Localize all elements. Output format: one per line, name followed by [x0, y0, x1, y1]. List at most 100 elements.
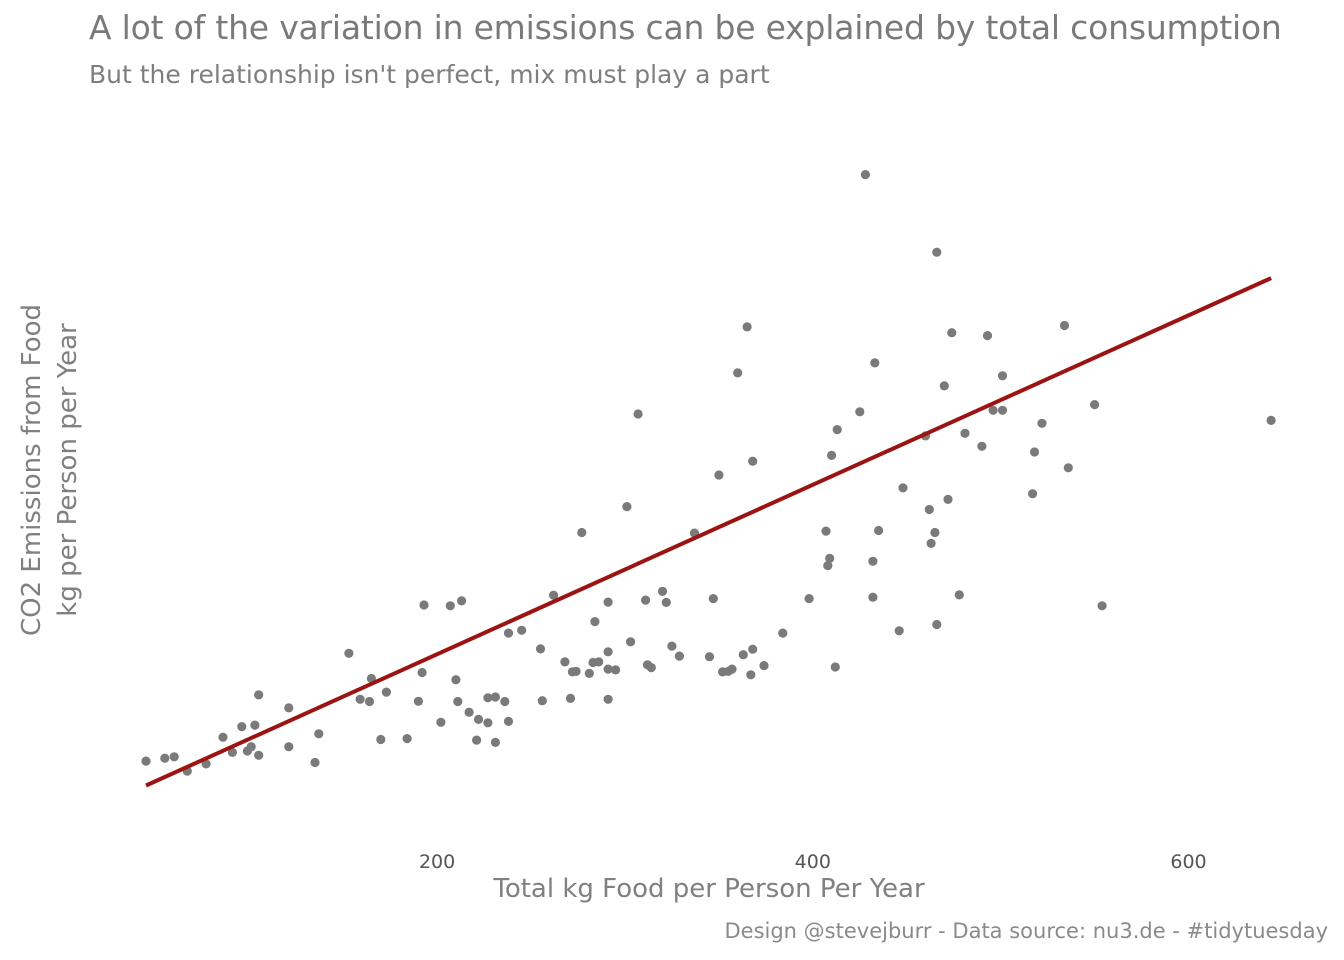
- data-point: [457, 596, 467, 606]
- data-point: [590, 617, 600, 627]
- data-point: [483, 693, 493, 703]
- data-point: [874, 525, 884, 536]
- data-point: [310, 757, 320, 768]
- data-point: [997, 405, 1008, 415]
- trend-line: [145, 276, 1272, 788]
- x-tick-label: 400: [795, 851, 831, 873]
- data-point: [560, 657, 570, 667]
- data-point: [472, 735, 482, 745]
- data-point: [464, 707, 474, 717]
- data-point: [1266, 415, 1276, 425]
- data-point: [827, 450, 837, 460]
- data-point: [977, 441, 987, 451]
- data-point: [1063, 463, 1073, 473]
- data-point: [246, 742, 256, 752]
- data-point: [742, 322, 752, 332]
- data-point: [823, 561, 833, 571]
- data-point: [832, 425, 842, 435]
- data-point: [1059, 320, 1070, 331]
- data-point: [473, 714, 484, 725]
- data-point: [1029, 447, 1040, 457]
- data-point: [960, 428, 970, 438]
- data-point: [674, 651, 685, 661]
- data-point: [571, 666, 581, 677]
- data-point: [490, 737, 500, 748]
- data-point: [748, 456, 758, 466]
- data-point: [748, 644, 758, 654]
- data-point: [997, 371, 1008, 381]
- data-point: [727, 664, 737, 674]
- data-point: [759, 661, 769, 671]
- data-point: [381, 687, 391, 697]
- data-point: [517, 625, 527, 635]
- data-point: [633, 409, 643, 419]
- data-point: [436, 717, 446, 727]
- data-point: [898, 483, 908, 493]
- data-point: [982, 331, 993, 341]
- data-point: [218, 732, 228, 742]
- data-point: [250, 720, 260, 730]
- data-point: [870, 358, 880, 368]
- data-point: [825, 553, 835, 564]
- chart-subtitle: But the relationship isn't perfect, mix …: [89, 60, 770, 89]
- data-point: [453, 696, 463, 707]
- data-point: [227, 747, 237, 758]
- data-point: [1037, 418, 1047, 428]
- data-point: [667, 641, 677, 651]
- data-point: [413, 696, 423, 706]
- data-point: [704, 652, 715, 662]
- chart-title: A lot of the variation in emissions can …: [89, 8, 1282, 47]
- data-point: [661, 597, 671, 608]
- data-point: [537, 696, 547, 706]
- data-point: [943, 494, 953, 504]
- data-point: [868, 592, 878, 602]
- data-point: [657, 586, 668, 597]
- data-point: [445, 601, 455, 611]
- data-point: [549, 590, 559, 600]
- data-point: [868, 556, 878, 566]
- data-point: [500, 696, 510, 707]
- data-point: [860, 170, 871, 180]
- data-point: [376, 734, 386, 745]
- data-point: [611, 665, 621, 675]
- data-point: [535, 644, 546, 654]
- data-point: [804, 594, 814, 604]
- data-point: [926, 538, 936, 549]
- data-point: [894, 626, 904, 636]
- data-point: [284, 703, 294, 713]
- data-point: [830, 662, 840, 672]
- data-point: [364, 696, 375, 707]
- x-tick-label: 600: [1170, 851, 1206, 873]
- data-point: [603, 597, 613, 607]
- data-point: [355, 694, 365, 704]
- data-point: [254, 750, 264, 760]
- data-point: [603, 664, 613, 674]
- data-point: [417, 667, 427, 678]
- data-point: [932, 247, 942, 257]
- data-point: [1028, 489, 1038, 499]
- data-point: [565, 693, 576, 704]
- chart-caption: Design @stevejburr - Data source: nu3.de…: [724, 919, 1328, 943]
- data-point: [594, 657, 604, 667]
- data-point: [954, 590, 964, 600]
- data-point: [738, 650, 748, 660]
- data-point: [714, 470, 724, 480]
- data-point: [646, 663, 656, 673]
- data-point: [924, 504, 934, 515]
- data-point: [584, 668, 594, 679]
- data-point: [169, 752, 179, 762]
- x-tick-labels: 200 400 600: [419, 851, 1207, 873]
- data-point: [237, 722, 247, 732]
- data-point: [419, 600, 429, 610]
- data-point: [932, 619, 942, 630]
- data-point: [733, 368, 743, 378]
- data-point: [254, 690, 264, 700]
- data-point: [160, 753, 170, 763]
- data-point: [855, 407, 865, 417]
- data-point: [988, 405, 998, 415]
- data-point: [141, 756, 151, 766]
- data-point: [490, 692, 500, 702]
- points-layer: [141, 170, 1276, 776]
- x-tick-label: 200: [419, 851, 455, 873]
